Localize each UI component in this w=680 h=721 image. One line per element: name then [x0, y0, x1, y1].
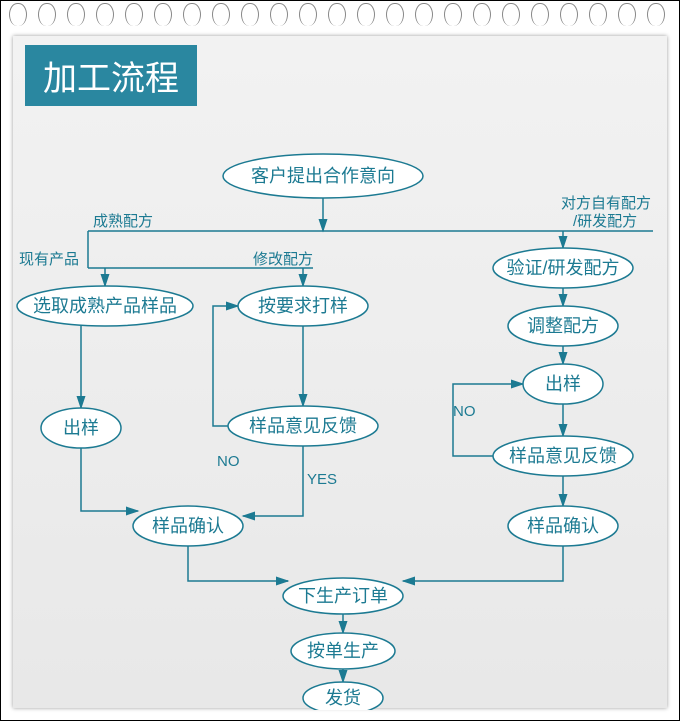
page: 加工流程 客户提出合作意向验证/研发配方调整配方出样样品意见反馈样品确认选取成熟…: [0, 0, 680, 721]
spiral-ring: [531, 3, 549, 26]
flow-node-label: 样品确认: [527, 516, 599, 536]
flow-edge-label: YES: [307, 471, 337, 488]
spiral-ring: [328, 3, 346, 26]
flow-edge: [213, 306, 238, 426]
spiral-ring: [589, 3, 607, 26]
flow-edge: [403, 546, 563, 581]
flow-node-label: 出样: [63, 418, 99, 438]
flow-edge-label: 现有产品: [19, 251, 79, 268]
spiral-ring: [241, 3, 259, 26]
flow-node-label: 验证/研发配方: [506, 258, 619, 278]
spiral-ring: [415, 3, 433, 26]
flow-node-label: 选取成熟产品样品: [33, 296, 177, 316]
flow-node-label: 样品意见反馈: [249, 416, 357, 436]
flow-node-label: 客户提出合作意向: [251, 166, 395, 186]
flow-node-label: 下生产订单: [298, 586, 388, 606]
flow-node-label: 按单生产: [307, 641, 379, 661]
spiral-binding: [1, 1, 679, 31]
flow-node-label: 样品意见反馈: [509, 446, 617, 466]
flow-edge: [243, 446, 303, 516]
flow-edge: [188, 546, 288, 581]
flow-edge-label: NO: [217, 453, 240, 470]
flow-edge-label: 对方自有配方: [561, 195, 651, 212]
spiral-ring: [154, 3, 172, 26]
spiral-ring: [299, 3, 317, 26]
spiral-ring: [473, 3, 491, 26]
spiral-ring: [386, 3, 404, 26]
spiral-ring: [270, 3, 288, 26]
spiral-ring: [444, 3, 462, 26]
flow-node-label: 样品确认: [152, 516, 224, 536]
flow-edge: [81, 448, 133, 511]
spiral-ring: [618, 3, 636, 26]
flow-edge-label: 成熟配方: [93, 213, 153, 230]
spiral-ring: [38, 3, 56, 26]
spiral-ring: [67, 3, 85, 26]
flowchart-svg: 客户提出合作意向验证/研发配方调整配方出样样品意见反馈样品确认选取成熟产品样品出…: [13, 36, 669, 710]
diagram-canvas: 加工流程 客户提出合作意向验证/研发配方调整配方出样样品意见反馈样品确认选取成熟…: [13, 36, 667, 708]
flow-edge-label: /研发配方: [573, 213, 637, 230]
spiral-ring: [183, 3, 201, 26]
spiral-ring: [357, 3, 375, 26]
flow-node-label: 出样: [545, 374, 581, 394]
spiral-ring: [647, 3, 665, 26]
flow-edge-label: NO: [453, 403, 476, 420]
flow-node-label: 调整配方: [527, 316, 599, 336]
flow-node-label: 发货: [325, 688, 361, 708]
spiral-ring: [125, 3, 143, 26]
spiral-ring: [9, 3, 27, 26]
spiral-ring: [502, 3, 520, 26]
spiral-ring: [212, 3, 230, 26]
flow-node-label: 按要求打样: [258, 296, 348, 316]
spiral-ring: [96, 3, 114, 26]
spiral-ring: [560, 3, 578, 26]
flow-edge-label: 修改配方: [253, 251, 313, 268]
